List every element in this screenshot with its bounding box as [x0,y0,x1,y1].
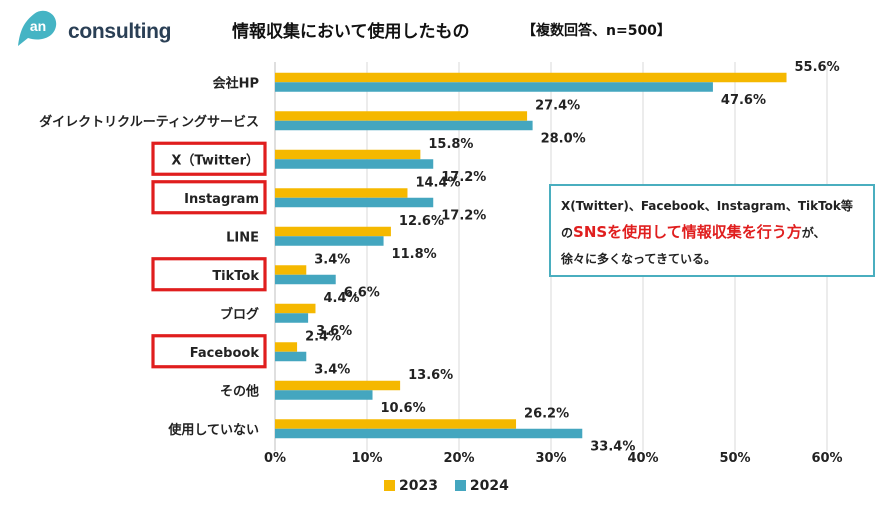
category-highlight-box [151,180,267,215]
callout-line-2: のSNSを使用して情報収集を行う方が、 [561,218,863,247]
data-label-2023: 15.8% [428,137,473,152]
data-label-2024: 11.8% [392,247,437,262]
bar-2024 [275,313,309,323]
legend-label-2024: 2024 [469,478,509,494]
bar-2023 [275,265,307,275]
bar-2023 [275,419,517,429]
bar-2023 [275,342,298,352]
bar-2023 [275,303,316,314]
company-logo: an consulting [14,8,171,48]
data-label-2023: 3.4% [314,252,350,267]
legend-swatch-2023 [384,480,395,491]
bar-2024 [275,428,583,439]
bar-2024 [275,159,434,169]
bar-2023 [275,111,528,121]
bar-2023 [275,72,787,83]
category-label: ブログ [220,306,259,322]
x-tick-label: 0% [264,451,286,466]
category-label: 会社HP [213,75,259,91]
x-tick-label: 20% [443,451,474,466]
category-label: ダイレクトリクルーティングサービス [39,114,259,130]
category-label: 使用していない [167,422,259,438]
category-label: Facebook [190,346,260,361]
data-label-2023: 14.4% [415,175,460,190]
data-label-2023: 12.6% [399,214,444,229]
x-tick-label: 10% [351,451,382,466]
callout-highlight: SNSを使用して情報収集を行う方 [573,223,802,242]
data-label-2023: 26.2% [524,406,569,421]
chart-subtitle: 【複数回答、n=500】 [522,23,671,39]
callout-box: X(Twitter)、Facebook、Instagram、TikTok等 のS… [549,184,875,277]
bar-2024 [275,236,384,246]
logo-wordmark: consulting [68,20,172,43]
data-label-2023: 4.4% [323,291,359,306]
chart-title: 情報収集において使用したもの [232,22,470,42]
bar-2024 [275,82,713,92]
bar-2024 [275,351,307,362]
category-label: その他 [220,383,259,399]
bar-chart: 0% 10% 20% 30% 40% 50% 60% 会社HP 55.6% 47.6% ダイレクトリ… [39,60,842,466]
data-label-2024: 10.6% [381,401,426,416]
data-label-2024: 47.6% [721,93,766,108]
bar-2024 [275,197,434,208]
legend-label-2023: 2023 [399,478,438,494]
bar-2023 [275,226,391,237]
data-label-2024: 6.6% [344,285,380,300]
data-label-2024: 28.0% [541,131,586,146]
x-tick-label: 60% [811,451,842,466]
data-label-2024: 33.4% [590,439,635,454]
bar-2023 [275,149,421,160]
legend-item-2024: 2024 [454,478,509,494]
callout-line-1: X(Twitter)、Facebook、Instagram、TikTok等 [561,199,853,213]
x-tick-label: 50% [719,451,750,466]
bar-2023 [275,380,401,391]
category-highlight-box [151,257,267,292]
category-highlight-box [151,141,267,176]
bar-2024 [275,274,336,285]
chart-legend: 2023 2024 [384,478,521,494]
data-label-2024: 17.2% [441,170,486,185]
category-label: TikTok [212,269,259,284]
callout-line-3: 徐々に多くなってきている。 [561,251,717,266]
callout-prefix: の [561,226,574,241]
data-label-2023: 13.6% [408,368,453,383]
data-label-2023: 27.4% [535,98,580,113]
category-label: Instagram [184,192,259,207]
bar-2024 [275,390,373,400]
data-label-2024: 17.2% [441,208,486,223]
data-label-2023: 55.6% [795,60,840,75]
logo-badge-text: an [30,18,46,34]
bar-2023 [275,188,408,198]
category-label: LINE [226,230,259,245]
legend-swatch-2024 [454,480,466,491]
x-tick-label: 40% [627,451,658,466]
data-label-2024: 3.4% [314,362,350,377]
x-tick-label: 30% [535,451,566,466]
data-label-2024: 3.6% [316,324,352,339]
category-highlight-box [151,334,267,369]
bar-2024 [275,120,533,131]
logo-badge-icon: an [18,10,57,46]
category-label: X（Twitter） [171,152,259,168]
callout-suffix: が、 [801,226,826,241]
legend-item-2023: 2023 [384,478,438,494]
data-label-2023: 2.4% [305,329,341,344]
